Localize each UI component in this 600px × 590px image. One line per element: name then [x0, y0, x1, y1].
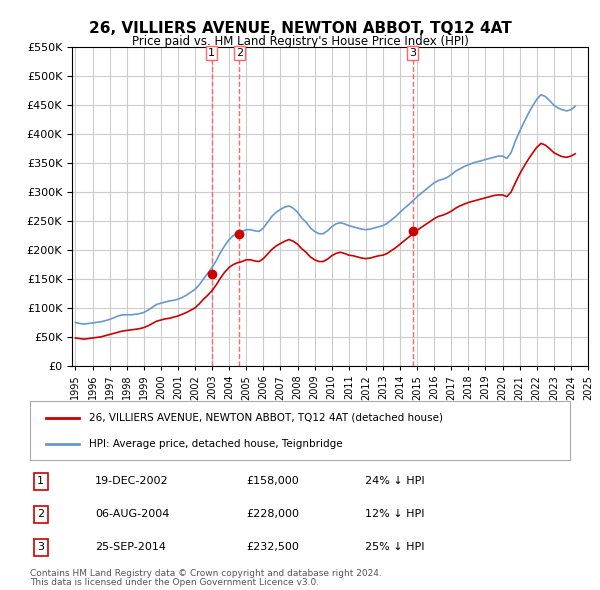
Text: Price paid vs. HM Land Registry's House Price Index (HPI): Price paid vs. HM Land Registry's House …: [131, 35, 469, 48]
Text: 2: 2: [236, 48, 243, 58]
Text: £158,000: £158,000: [246, 476, 299, 486]
Text: 1: 1: [208, 48, 215, 58]
Text: £228,000: £228,000: [246, 509, 299, 519]
Text: 06-AUG-2004: 06-AUG-2004: [95, 509, 169, 519]
Text: 3: 3: [37, 542, 44, 552]
Text: 12% ↓ HPI: 12% ↓ HPI: [365, 509, 424, 519]
Text: HPI: Average price, detached house, Teignbridge: HPI: Average price, detached house, Teig…: [89, 439, 343, 448]
Text: 1: 1: [37, 476, 44, 486]
Text: 19-DEC-2002: 19-DEC-2002: [95, 476, 169, 486]
Text: 25% ↓ HPI: 25% ↓ HPI: [365, 542, 424, 552]
Text: 26, VILLIERS AVENUE, NEWTON ABBOT, TQ12 4AT (detached house): 26, VILLIERS AVENUE, NEWTON ABBOT, TQ12 …: [89, 413, 443, 422]
Text: 26, VILLIERS AVENUE, NEWTON ABBOT, TQ12 4AT: 26, VILLIERS AVENUE, NEWTON ABBOT, TQ12 …: [89, 21, 511, 35]
Text: 24% ↓ HPI: 24% ↓ HPI: [365, 476, 424, 486]
Text: 2: 2: [37, 509, 44, 519]
Text: £232,500: £232,500: [246, 542, 299, 552]
Text: 3: 3: [409, 48, 416, 58]
Text: This data is licensed under the Open Government Licence v3.0.: This data is licensed under the Open Gov…: [30, 578, 319, 587]
Text: Contains HM Land Registry data © Crown copyright and database right 2024.: Contains HM Land Registry data © Crown c…: [30, 569, 382, 578]
Text: 25-SEP-2014: 25-SEP-2014: [95, 542, 166, 552]
